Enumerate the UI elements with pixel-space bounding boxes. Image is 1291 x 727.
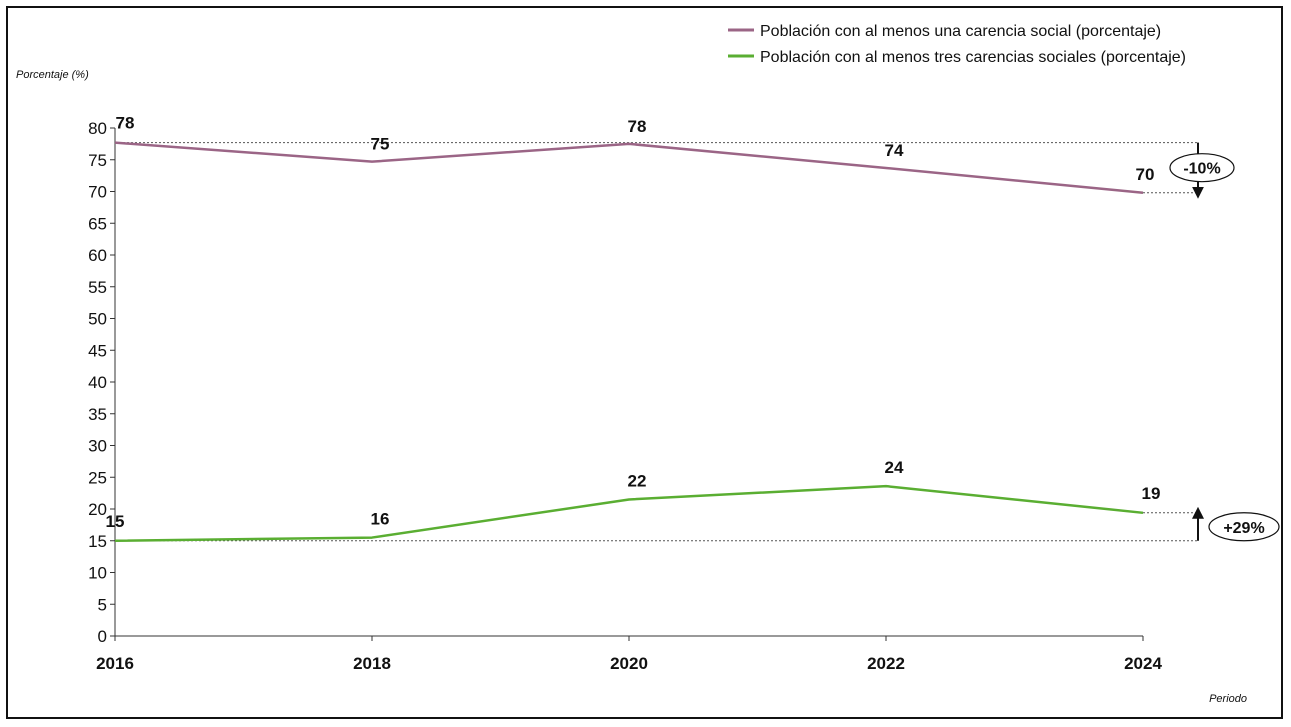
y-tick-label: 15 [88,532,107,551]
change-annotations: -10% +29% [1169,142,1280,542]
chart-frame [6,6,1283,719]
change-badge [1169,153,1235,183]
y-tick-label: 0 [98,627,107,646]
change-label: +29% [1223,520,1264,537]
data-label: 22 [628,471,647,490]
data-label: 78 [116,114,135,133]
y-tick-label: 75 [88,151,107,170]
y-tick-label: 65 [88,214,107,233]
y-tick-label: 55 [88,278,107,297]
x-tick-label: 2024 [1124,654,1162,673]
y-tick-label: 35 [88,405,107,424]
y-tick-label: 45 [88,341,107,360]
y-tick-label: 20 [88,500,107,519]
series-line [114,141,1144,195]
change-badge [1208,512,1280,542]
data-labels: 78 75 78 74 70 15 16 22 24 19 [106,114,1161,531]
y-tick-label: 40 [88,373,107,392]
data-label: 75 [371,135,390,154]
y-tick-label: 5 [98,595,107,614]
data-label: 74 [885,141,904,160]
y-tick-label: 50 [88,310,107,329]
y-tick-label: 60 [88,246,107,265]
data-label: 78 [628,117,647,136]
legend: Población con al menos una carencia soci… [728,23,1186,66]
legend-label: Población con al menos una carencia soci… [760,23,1161,40]
data-label: 19 [1142,484,1161,503]
y-axis-label: Porcentaje (%) [16,69,89,81]
data-label: 24 [885,458,904,477]
series-lines [114,141,1144,542]
y-tick-label: 80 [88,119,107,138]
y-tick-label: 25 [88,468,107,487]
x-axis-label: Periodo [1209,693,1247,705]
legend-label: Población con al menos tres carencias so… [760,49,1186,66]
x-tick-label: 2020 [610,654,648,673]
data-label: 15 [106,512,125,531]
x-tick-label: 2016 [96,654,134,673]
x-tick-label: 2018 [353,654,391,673]
data-label: 70 [1136,165,1155,184]
series-line [114,484,1144,542]
y-tick-label: 30 [88,437,107,456]
data-label: 16 [371,510,390,529]
change-label: -10% [1183,161,1220,178]
y-tick-label: 70 [88,183,107,202]
y-tick-label: 10 [88,564,107,583]
reference-lines [115,142,1198,542]
x-tick-label: 2022 [867,654,905,673]
